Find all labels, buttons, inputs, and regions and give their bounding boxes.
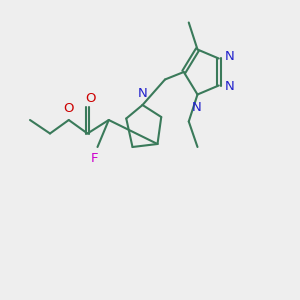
Text: N: N [224,50,234,64]
Text: O: O [64,102,74,115]
Text: N: N [224,80,234,94]
Text: N: N [138,87,148,100]
Text: N: N [191,101,201,114]
Text: O: O [85,92,96,105]
Text: F: F [91,152,99,164]
